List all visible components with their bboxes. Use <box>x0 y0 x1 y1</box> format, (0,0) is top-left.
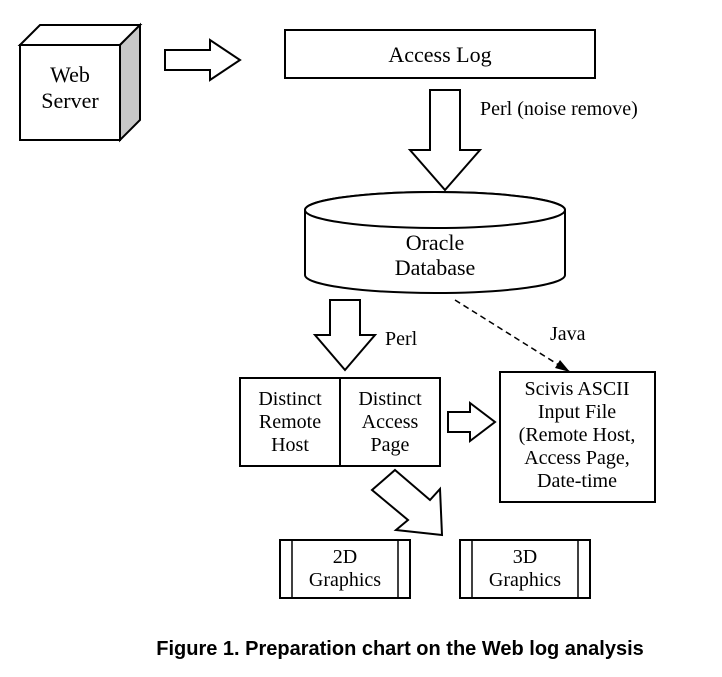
arrow-webserver-accesslog <box>165 40 240 80</box>
web-server-node: Web Server <box>20 25 140 140</box>
drh-label-1: Distinct <box>258 388 322 410</box>
graphics-2d-node: 2D Graphics <box>280 540 410 598</box>
perl-label: Perl <box>385 328 418 350</box>
scivis-label-4: Access Page, <box>524 447 630 469</box>
scivis-label-5: Date-time <box>537 470 617 492</box>
oracle-db-node: Oracle Database <box>305 192 565 293</box>
g3d-label-2: Graphics <box>489 569 561 591</box>
g2d-label-1: 2D <box>333 546 357 568</box>
dap-label-2: Access <box>362 411 419 433</box>
distinct-access-page-node: Distinct Access Page <box>340 378 440 466</box>
access-log-node: Access Log <box>285 30 595 78</box>
web-server-label-2: Server <box>41 88 99 113</box>
dap-label-1: Distinct <box>358 388 422 410</box>
distinct-remote-host-node: Distinct Remote Host <box>240 378 340 466</box>
scivis-node: Scivis ASCII Input File (Remote Host, Ac… <box>500 372 655 502</box>
dap-label-3: Page <box>371 434 410 456</box>
graphics-3d-node: 3D Graphics <box>460 540 590 598</box>
web-server-label-1: Web <box>50 62 90 87</box>
arrow-oracle-distinct <box>315 300 375 370</box>
arrow-accesslog-oracle <box>410 90 480 190</box>
oracle-label-1: Oracle <box>406 230 465 255</box>
oracle-label-2: Database <box>395 255 476 280</box>
perl-noise-remove-label: Perl (noise remove) <box>480 98 638 120</box>
g2d-label-2: Graphics <box>309 569 381 591</box>
access-log-label: Access Log <box>388 42 491 67</box>
arrow-distinct-scivis <box>448 403 495 441</box>
drh-label-2: Remote <box>259 411 321 433</box>
scivis-label-3: (Remote Host, <box>519 424 636 446</box>
java-label: Java <box>550 323 586 345</box>
scivis-label-1: Scivis ASCII <box>524 378 629 400</box>
flowchart-svg: Web Server Access Log Perl (noise remove… <box>0 0 722 677</box>
g3d-label-1: 3D <box>513 546 537 568</box>
figure-caption: Figure 1. Preparation chart on the Web l… <box>156 638 644 660</box>
arrow-distinct-graphics <box>372 470 442 535</box>
scivis-label-2: Input File <box>538 401 616 423</box>
drh-label-3: Host <box>271 434 309 456</box>
